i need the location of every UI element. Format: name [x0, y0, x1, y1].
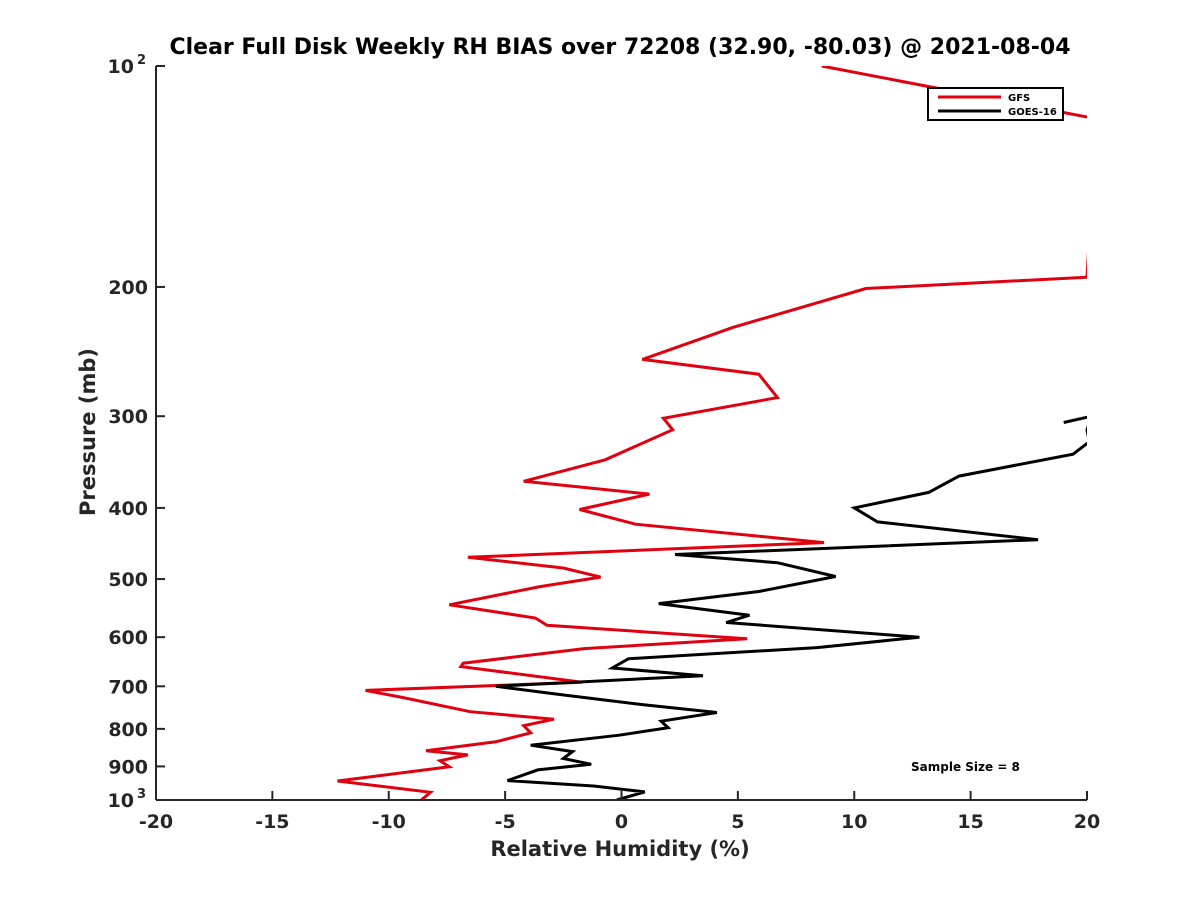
x-tick-label: 0 [615, 811, 628, 833]
sample-size-annotation: Sample Size = 8 [911, 760, 1020, 774]
y-tick-label: 300 [108, 406, 148, 428]
x-tick-label: -10 [372, 811, 406, 833]
y-tick-label-base: 10 [108, 790, 134, 812]
x-axis-label: Relative Humidity (%) [490, 837, 749, 861]
legend-label-gfs: GFS [1008, 93, 1030, 104]
y-tick-label-exponent: 3 [137, 787, 146, 802]
series-line-goes-16 [495, 415, 1087, 800]
y-tick-label: 10 3 [108, 787, 146, 812]
y-tick-label: 200 [108, 277, 148, 299]
legend-box [927, 87, 1064, 121]
x-tick-label: -20 [139, 811, 173, 833]
y-tick-label: 800 [108, 719, 148, 741]
y-tick-label: 600 [108, 627, 148, 649]
y-tick-label-exponent: 2 [137, 53, 146, 68]
x-tick-label: 5 [731, 811, 744, 833]
series-line-gfs [337, 66, 1087, 800]
x-tick-label: 10 [841, 811, 867, 833]
x-tick-label: 20 [1074, 811, 1100, 833]
x-tick-label: -5 [495, 811, 516, 833]
legend: GFS GOES-16 [927, 87, 1064, 121]
y-tick-label: 500 [108, 569, 148, 591]
y-axis-label: Pressure (mb) [76, 348, 100, 516]
y-tick-label: 900 [108, 756, 148, 778]
y-tick-label: 700 [108, 676, 148, 698]
legend-label-goes-16: GOES-16 [1008, 107, 1057, 118]
y-tick-label: 10 2 [108, 53, 146, 78]
x-tick-label: -15 [255, 811, 289, 833]
chart-title: Clear Full Disk Weekly RH BIAS over 7220… [169, 35, 1070, 60]
y-tick-label-base: 10 [108, 56, 134, 78]
y-tick-label: 400 [108, 498, 148, 520]
x-tick-label: 15 [957, 811, 983, 833]
